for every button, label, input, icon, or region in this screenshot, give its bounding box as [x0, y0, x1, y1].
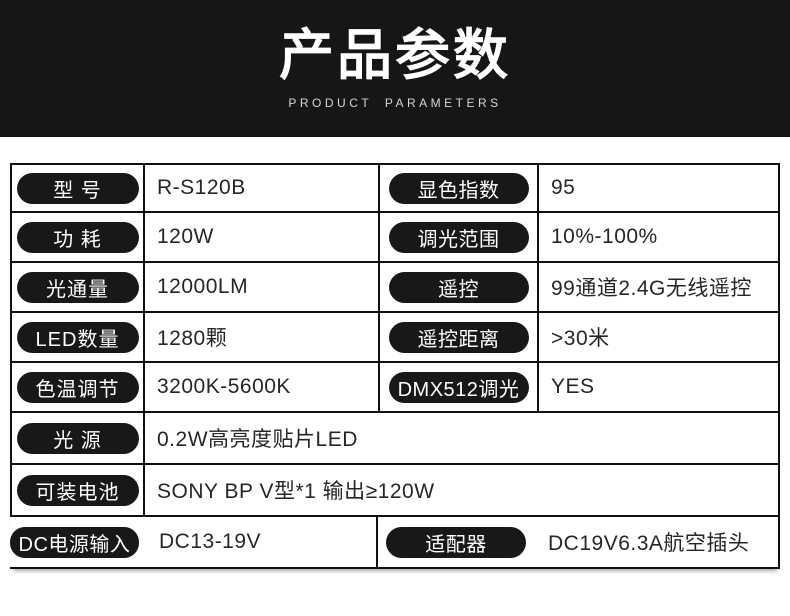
label-cell: 色温调节 — [12, 363, 145, 411]
value-cell: 95 — [539, 165, 778, 211]
label-cell: 功 耗 — [12, 213, 145, 261]
spec-label-pill: 色温调节 — [16, 371, 139, 403]
value-cell: 10%-100% — [539, 213, 778, 261]
spec-label-pill: 光 源 — [16, 422, 139, 454]
spec-row: LED数量 1280颗 遥控距离 >30米 — [10, 313, 780, 363]
spec-label-pill: 调光范围 — [388, 221, 529, 253]
spec-value: 99通道2.4G无线遥控 — [551, 277, 752, 300]
spec-value: YES — [551, 375, 595, 398]
spec-row: 光 源 0.2W高亮度贴片LED — [10, 413, 780, 465]
label-cell: 显色指数 — [380, 165, 539, 211]
label-cell: 可装电池 — [12, 465, 145, 515]
value-cell: 1280颗 — [145, 313, 380, 361]
label-cell: LED数量 — [12, 313, 145, 361]
spec-value: 95 — [551, 176, 576, 199]
banner: 产品参数 PRODUCT PARAMETERS — [0, 0, 790, 137]
spec-row: DC电源输入 DC13-19V 适配器 DC19V6.3A航空插头 — [10, 517, 780, 569]
spec-label-pill: 显色指数 — [388, 172, 529, 204]
value-cell: 3200K-5600K — [145, 363, 380, 411]
spec-value: R-S120B — [157, 176, 246, 199]
spec-label-pill: 适配器 — [386, 526, 526, 558]
spec-label-pill: 遥控 — [388, 271, 529, 303]
spec-row: 可装电池 SONY BP V型*1 输出≥120W — [10, 465, 780, 517]
value-cell: R-S120B — [145, 165, 380, 211]
label-cell: 光 源 — [12, 413, 145, 463]
spec-value: 120W — [157, 225, 214, 248]
spec-value: 10%-100% — [551, 225, 658, 248]
value-cell: 120W — [145, 213, 380, 261]
value-cell: SONY BP V型*1 输出≥120W — [145, 465, 778, 515]
spec-value: >30米 — [551, 327, 610, 350]
label-cell: 光通量 — [12, 263, 145, 311]
value-cell: YES — [539, 363, 778, 411]
spec-label-pill: 遥控距离 — [388, 321, 529, 353]
spec-label-pill: DC电源输入 — [10, 526, 139, 558]
value-cell: >30米 — [539, 313, 778, 361]
spec-label-pill: 型 号 — [16, 172, 139, 204]
spec-value: 1280颗 — [157, 327, 228, 350]
label-cell: 遥控 — [380, 263, 539, 311]
spec-label-pill: 可装电池 — [16, 474, 139, 506]
spec-value: 12000LM — [157, 275, 249, 298]
spec-row: 光通量 12000LM 遥控 99通道2.4G无线遥控 — [10, 263, 780, 313]
spec-label-pill: 功 耗 — [16, 221, 139, 253]
spec-value: 3200K-5600K — [157, 375, 291, 398]
value-cell: 12000LM — [145, 263, 380, 311]
row-left-half: DC电源输入 DC13-19V — [10, 517, 378, 567]
page-title: 产品参数 — [278, 24, 511, 87]
label-cell: 调光范围 — [380, 213, 539, 261]
spec-label-pill: LED数量 — [16, 321, 139, 353]
spec-value: DC19V6.3A航空插头 — [548, 532, 750, 555]
label-cell: 型 号 — [12, 165, 145, 211]
page-subtitle: PRODUCT PARAMETERS — [288, 95, 502, 110]
spec-row: 型 号 R-S120B 显色指数 95 — [10, 163, 780, 213]
label-cell: 遥控距离 — [380, 313, 539, 361]
row-right-half: 适配器 DC19V6.3A航空插头 — [378, 517, 778, 567]
spec-value: DC13-19V — [159, 530, 262, 553]
spec-value: SONY BP V型*1 输出≥120W — [157, 480, 435, 503]
value-cell: 0.2W高亮度贴片LED — [145, 413, 778, 463]
spec-value: 0.2W高亮度贴片LED — [157, 428, 358, 451]
value-cell: 99通道2.4G无线遥控 — [539, 263, 778, 311]
spec-row: 功 耗 120W 调光范围 10%-100% — [10, 213, 780, 263]
spec-label-pill: DMX512调光 — [388, 371, 529, 403]
spec-row: 色温调节 3200K-5600K DMX512调光 YES — [10, 363, 780, 413]
spec-label-pill: 光通量 — [16, 271, 139, 303]
spec-table: 型 号 R-S120B 显色指数 95 功 耗 120W 调光范围 10%-100% 光通量 12… — [10, 163, 780, 569]
label-cell: DMX512调光 — [380, 363, 539, 411]
